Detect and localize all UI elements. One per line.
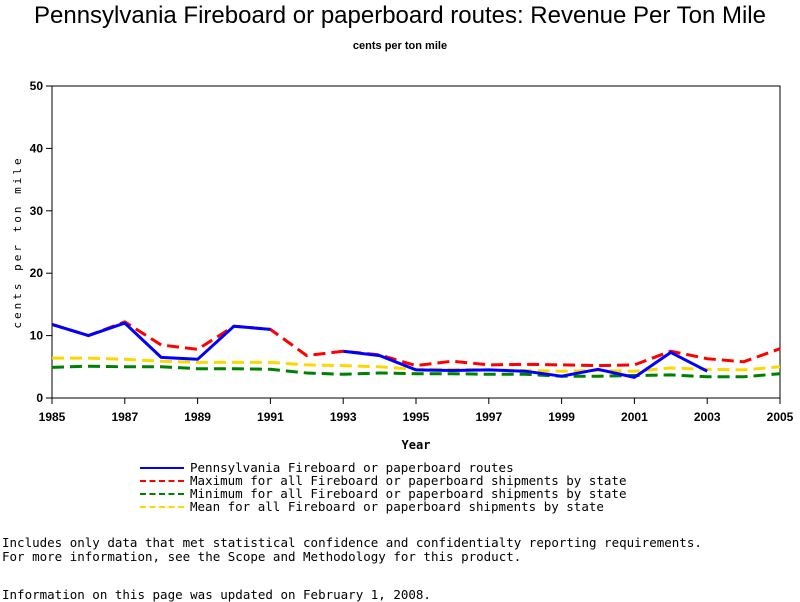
legend-label: Pennsylvania Fireboard or paperboard rou… bbox=[190, 460, 514, 475]
legend-item: Pennsylvania Fireboard or paperboard rou… bbox=[140, 461, 627, 474]
chart-subtitle: cents per ton mile bbox=[352, 40, 448, 52]
y-tick-label: 40 bbox=[30, 141, 44, 155]
legend-label: Mean for all Fireboard or paperboard shi… bbox=[190, 499, 604, 514]
y-tick-label: 50 bbox=[30, 79, 44, 93]
y-tick-label: 10 bbox=[30, 329, 44, 343]
legend-item: Minimum for all Fireboard or paperboard … bbox=[140, 487, 627, 500]
x-tick-label: 2005 bbox=[767, 410, 794, 424]
legend-swatch bbox=[140, 505, 184, 508]
legend-swatch bbox=[140, 466, 184, 469]
series-line-1 bbox=[51, 320, 781, 368]
y-tick-label: 0 bbox=[36, 391, 43, 405]
x-tick-label: 1987 bbox=[111, 410, 138, 424]
x-tick-label: 1995 bbox=[403, 410, 430, 424]
update-notice: Information on this page was updated on … bbox=[2, 587, 431, 602]
x-axis-title: Year bbox=[402, 438, 431, 452]
chart-title: Pennsylvania Fireboard or paperboard rou… bbox=[34, 2, 766, 29]
legend-swatch bbox=[140, 492, 184, 495]
x-tick-label: 2001 bbox=[621, 410, 648, 424]
y-tick-label: 20 bbox=[30, 266, 44, 280]
chart-legend: Pennsylvania Fireboard or paperboard rou… bbox=[140, 461, 627, 513]
series-line-0 bbox=[51, 321, 708, 379]
y-tick-label: 30 bbox=[30, 204, 44, 218]
legend-item: Mean for all Fireboard or paperboard shi… bbox=[140, 500, 627, 513]
y-axis-title: cents per ton mile bbox=[11, 155, 24, 328]
footnote-confidence: Includes only data that met statistical … bbox=[2, 535, 702, 550]
line-chart: 0 10 20 30 40 50 1985 1987 1989 1991 1993 1995 1997 1… bbox=[11, 79, 794, 452]
legend-item: Maximum for all Fireboard or paperboard … bbox=[140, 474, 627, 487]
legend-label: Minimum for all Fireboard or paperboard … bbox=[190, 486, 627, 501]
legend-label: Maximum for all Fireboard or paperboard … bbox=[190, 473, 627, 488]
x-tick-label: 1991 bbox=[257, 410, 284, 424]
footnote-methodology: For more information, see the Scope and … bbox=[2, 549, 522, 564]
x-tick-label: 1993 bbox=[330, 410, 357, 424]
x-tick-label: 2003 bbox=[694, 410, 721, 424]
x-tick-label: 1989 bbox=[184, 410, 211, 424]
footnotes: Includes only data that met statistical … bbox=[2, 536, 702, 564]
x-tick-label: 1985 bbox=[39, 410, 66, 424]
legend-swatch bbox=[140, 479, 184, 482]
series-line-2 bbox=[51, 364, 781, 379]
x-tick-label: 1997 bbox=[475, 410, 502, 424]
x-tick-label: 1999 bbox=[548, 410, 575, 424]
